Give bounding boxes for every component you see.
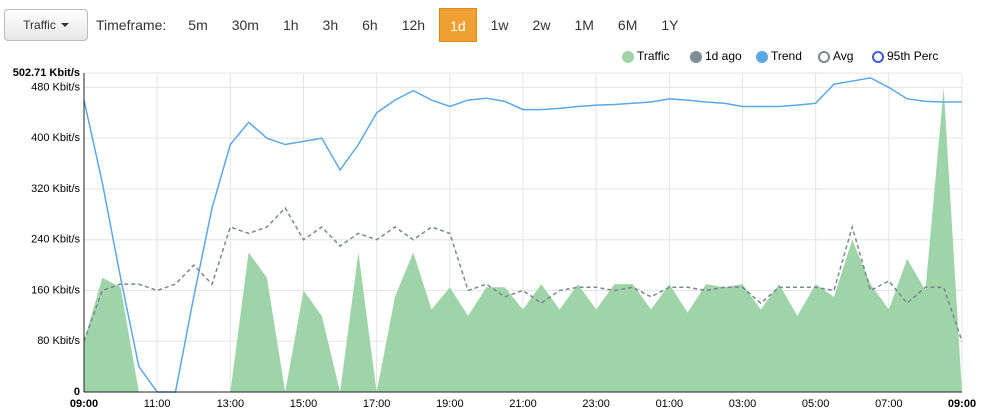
- timeframe-option[interactable]: 1h: [282, 17, 299, 33]
- legend-label: Avg: [833, 49, 853, 63]
- legend-label: Traffic: [637, 49, 670, 63]
- y-tick-label: 400 Kbit/s: [31, 132, 80, 144]
- toolbar: Traffic Timeframe: 5m 30m 1h 3h 6h 12h 1d 1w 2w 1…: [4, 8, 690, 42]
- timeframe-option[interactable]: 6h: [362, 17, 378, 33]
- y-tick-label: 480 Kbit/s: [31, 81, 80, 93]
- legend-item: Trend: [756, 49, 802, 63]
- x-tick-label: 11:00: [144, 398, 171, 410]
- legend-label: 95th Perc: [887, 49, 938, 63]
- x-tick-label: 21:00: [509, 398, 537, 410]
- x-tick-label: 09:00: [948, 398, 976, 410]
- timeframe-label: Timeframe:: [96, 17, 167, 33]
- timeframe-option[interactable]: 1Y: [661, 17, 679, 33]
- y-tick-label: 240 Kbit/s: [31, 234, 80, 246]
- traffic-area: [84, 87, 962, 392]
- timeframe-option[interactable]: 30m: [231, 17, 259, 33]
- caret: [60, 23, 69, 27]
- x-tick-label: 01:00: [656, 398, 684, 410]
- legend-item: Traffic: [622, 49, 670, 63]
- x-tick-label: 05:00: [802, 398, 830, 410]
- y-tick-label: 502.71 Kbit/s: [13, 67, 80, 79]
- series-line: [83, 77, 962, 393]
- x-tick-label: 07:00: [875, 398, 903, 410]
- timeframe-option[interactable]: 2w: [532, 17, 551, 33]
- x-tick-label: 15:00: [290, 398, 318, 410]
- legend-marker: [622, 51, 634, 63]
- legend-label: 1d ago: [705, 49, 742, 63]
- timeframe-option[interactable]: 1M: [574, 17, 594, 33]
- series-line: [83, 206, 963, 342]
- legend-marker: [756, 51, 768, 63]
- y-tick-label: 320 Kbit/s: [31, 183, 80, 195]
- y-tick-label: 80 Kbit/s: [37, 335, 80, 347]
- timeframe-option[interactable]: 6M: [617, 17, 638, 33]
- button-text: Traffic: [23, 18, 56, 32]
- timeframe-option[interactable]: 1w: [490, 17, 509, 33]
- timeframe-option[interactable]: 3h: [322, 17, 339, 33]
- legend-item: 1d ago: [690, 49, 742, 63]
- x-tick-label: 03:00: [729, 398, 757, 410]
- legend-label: Trend: [771, 49, 802, 63]
- legend-marker: [872, 51, 884, 63]
- x-tick-label: 19:00: [436, 398, 464, 410]
- timeframe-option[interactable]: 1d: [439, 8, 477, 42]
- legend-marker: [690, 51, 702, 63]
- x-tick-label: 09:00: [70, 398, 98, 410]
- y-tick-label: 0: [74, 386, 80, 398]
- x-tick-label: 17:00: [363, 398, 391, 410]
- legend-item: 95th Perc: [872, 49, 938, 63]
- legend-marker: [818, 51, 830, 63]
- metric-button[interactable]: Traffic: [4, 9, 88, 41]
- legend-item: Avg: [818, 49, 853, 63]
- timeframe-option[interactable]: 12h: [401, 17, 426, 33]
- x-tick-label: 13:00: [217, 398, 245, 410]
- timeframe-option[interactable]: 5m: [188, 17, 208, 33]
- y-tick-label: 160 Kbit/s: [31, 284, 80, 296]
- x-tick-label: 23:00: [582, 398, 610, 410]
